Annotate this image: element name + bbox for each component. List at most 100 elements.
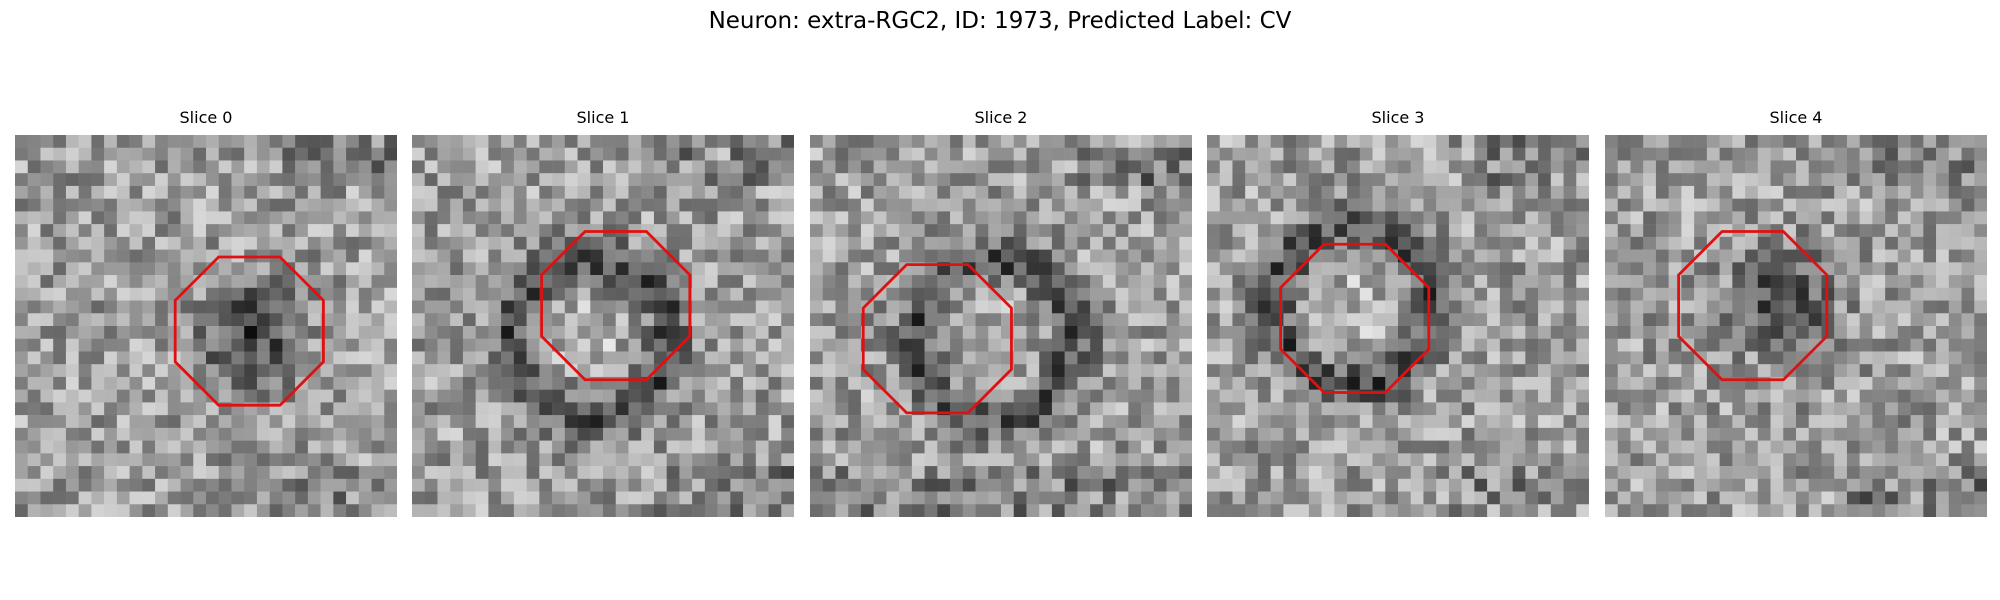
image-pixel xyxy=(40,389,54,403)
image-pixel xyxy=(1796,453,1809,467)
image-pixel xyxy=(1885,287,1899,301)
image-pixel xyxy=(1499,275,1513,289)
image-pixel xyxy=(1643,135,1657,148)
image-pixel xyxy=(129,415,143,429)
image-pixel xyxy=(1538,453,1552,467)
image-pixel xyxy=(1885,211,1899,225)
image-pixel xyxy=(1948,275,1962,289)
image-pixel xyxy=(155,338,169,352)
image-pixel xyxy=(155,453,169,467)
image-pixel xyxy=(1538,313,1552,327)
image-pixel xyxy=(142,249,156,263)
image-pixel xyxy=(1090,224,1104,238)
image-pixel xyxy=(1936,338,1950,352)
image-pixel xyxy=(1563,300,1577,314)
image-pixel xyxy=(988,147,1002,161)
image-pixel xyxy=(424,236,438,250)
image-pixel xyxy=(346,313,360,327)
image-pixel xyxy=(1232,402,1246,416)
image-pixel xyxy=(1974,185,1987,199)
image-pixel xyxy=(717,427,731,441)
image-pixel xyxy=(1232,389,1246,403)
image-pixel xyxy=(1885,236,1899,250)
image-pixel xyxy=(1487,262,1501,276)
image-pixel xyxy=(1512,338,1526,352)
image-pixel xyxy=(1563,504,1577,517)
image-pixel xyxy=(1948,466,1962,480)
image-pixel xyxy=(911,147,925,161)
image-pixel xyxy=(666,287,680,301)
image-pixel xyxy=(1115,338,1129,352)
image-pixel xyxy=(1846,198,1860,212)
image-pixel xyxy=(104,440,118,454)
image-pixel xyxy=(1448,211,1462,225)
image-pixel xyxy=(155,300,169,314)
image-pixel xyxy=(1885,173,1899,187)
image-pixel xyxy=(256,185,270,199)
image-pixel xyxy=(860,275,874,289)
image-pixel xyxy=(822,173,836,187)
image-pixel xyxy=(1321,147,1335,161)
image-pixel xyxy=(180,211,194,225)
image-pixel xyxy=(1179,300,1192,314)
image-pixel xyxy=(1617,275,1631,289)
image-pixel xyxy=(1681,224,1695,238)
image-pixel xyxy=(1245,198,1259,212)
image-pixel xyxy=(1039,389,1053,403)
image-pixel xyxy=(116,389,130,403)
image-pixel xyxy=(1525,135,1539,148)
image-pixel xyxy=(1448,491,1462,505)
image-pixel xyxy=(873,173,887,187)
image-pixel xyxy=(1013,351,1027,365)
image-pixel xyxy=(1885,491,1899,505)
image-pixel xyxy=(1808,453,1822,467)
image-pixel xyxy=(40,147,54,161)
image-pixel xyxy=(116,415,130,429)
image-pixel xyxy=(730,275,744,289)
image-pixel xyxy=(666,224,680,238)
image-pixel xyxy=(1372,275,1386,289)
image-pixel xyxy=(91,236,105,250)
image-pixel xyxy=(1461,402,1475,416)
image-pixel xyxy=(15,198,28,212)
image-pixel xyxy=(1821,224,1835,238)
image-pixel xyxy=(142,364,156,378)
image-pixel xyxy=(988,211,1002,225)
image-pixel xyxy=(155,236,169,250)
image-pixel xyxy=(1398,376,1411,390)
image-pixel xyxy=(1385,185,1399,199)
image-pixel xyxy=(1090,262,1104,276)
image-pixel xyxy=(1910,173,1924,187)
image-pixel xyxy=(488,160,502,174)
image-pixel xyxy=(1283,491,1297,505)
image-pixel xyxy=(743,198,757,212)
image-pixel xyxy=(1347,262,1361,276)
image-pixel xyxy=(1219,211,1233,225)
image-pixel xyxy=(1974,338,1987,352)
image-pixel xyxy=(1910,236,1924,250)
image-pixel xyxy=(873,198,887,212)
image-pixel xyxy=(358,338,372,352)
image-pixel xyxy=(822,364,836,378)
image-pixel xyxy=(1719,402,1733,416)
image-pixel xyxy=(513,185,527,199)
image-pixel xyxy=(937,364,951,378)
image-pixel xyxy=(1245,236,1259,250)
image-pixel xyxy=(822,211,836,225)
image-pixel xyxy=(924,275,938,289)
image-pixel xyxy=(666,466,680,480)
image-pixel xyxy=(1770,287,1784,301)
image-pixel xyxy=(1655,262,1669,276)
image-pixel xyxy=(848,376,862,390)
image-pixel xyxy=(924,326,938,339)
image-pixel xyxy=(358,440,372,454)
image-pixel xyxy=(552,135,566,148)
image-pixel xyxy=(1153,185,1167,199)
image-pixel xyxy=(1974,173,1987,187)
image-pixel xyxy=(53,364,67,378)
image-pixel xyxy=(822,491,836,505)
image-pixel xyxy=(628,389,642,403)
image-pixel xyxy=(1026,427,1040,441)
image-pixel xyxy=(1321,262,1335,276)
image-pixel xyxy=(1026,491,1040,505)
